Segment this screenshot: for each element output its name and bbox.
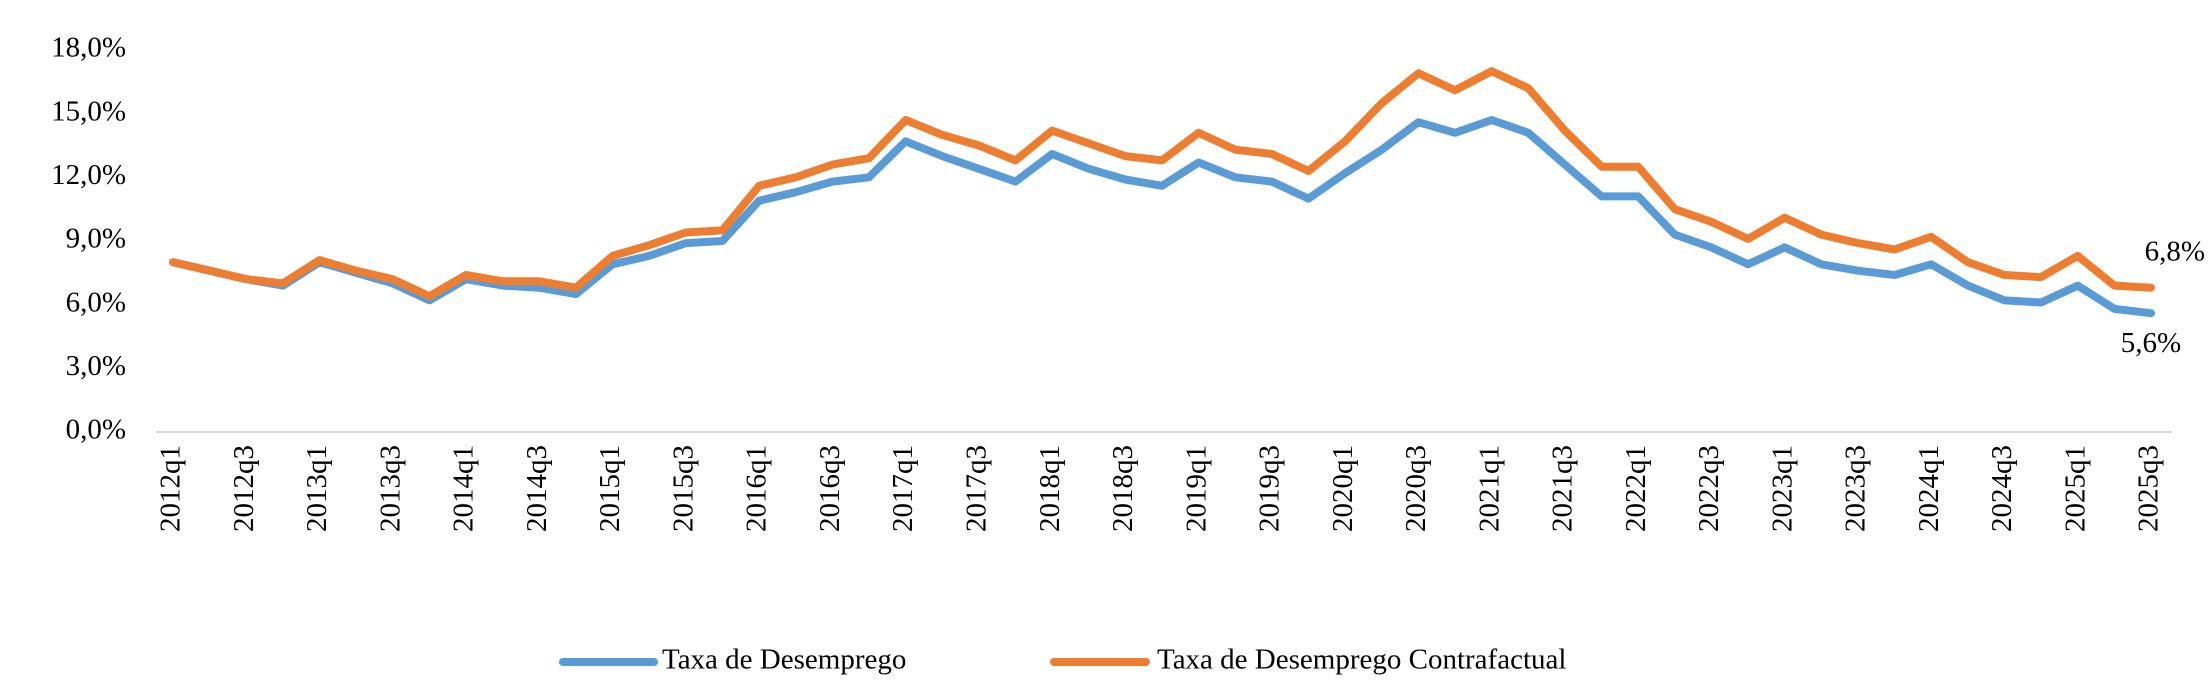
x-tick-label: 2025q3: [2133, 445, 2165, 532]
x-tick-label: 2020q1: [1327, 445, 1359, 532]
x-tick-label: 2022q3: [1693, 445, 1725, 532]
x-tick-label: 2020q3: [1400, 445, 1432, 532]
x-tick-label: 2016q1: [741, 445, 773, 532]
data-label: 6,8%: [2145, 235, 2205, 267]
x-tick-label: 2014q1: [448, 445, 480, 532]
x-tick-label: 2021q3: [1547, 445, 1579, 532]
x-tick-label: 2017q1: [887, 445, 919, 532]
x-tick-label: 2024q1: [1913, 445, 1945, 532]
x-tick-label: 2023q3: [1840, 445, 1872, 532]
x-tick-label: 2019q3: [1254, 445, 1286, 532]
y-tick-label: 9,0%: [66, 223, 126, 255]
x-tick-label: 2021q1: [1473, 445, 1505, 532]
y-tick-label: 6,0%: [66, 286, 126, 318]
data-label: 5,6%: [2121, 327, 2181, 359]
series-line: [169, 116, 2155, 318]
x-tick-label: 2016q3: [814, 445, 846, 532]
x-tick-label: 2023q1: [1766, 445, 1798, 532]
y-tick-label: 18,0%: [51, 32, 126, 64]
x-tick-label: 2024q3: [1986, 445, 2018, 532]
legend-label: Taxa de Desemprego: [662, 644, 906, 676]
x-tick-label: 2025q1: [2059, 445, 2091, 532]
x-tick-label: 2013q1: [301, 445, 333, 532]
x-tick-label: 2019q1: [1180, 445, 1212, 532]
x-tick-label: 2018q3: [1107, 445, 1139, 532]
x-tick-label: 2017q3: [961, 445, 993, 532]
legend-label: Taxa de Desemprego Contrafactual: [1157, 644, 1566, 676]
x-tick-label: 2015q3: [667, 445, 699, 532]
x-tick-label: 2014q3: [521, 445, 553, 532]
x-tick-label: 2012q1: [155, 445, 187, 532]
x-tick-label: 2018q1: [1034, 445, 1066, 532]
x-tick-label: 2015q1: [594, 445, 626, 532]
x-tick-label: 2012q3: [228, 445, 260, 532]
y-tick-label: 0,0%: [66, 414, 126, 446]
x-tick-label: 2022q1: [1620, 445, 1652, 532]
x-tick-label: 2013q3: [374, 445, 406, 532]
y-tick-label: 15,0%: [51, 95, 126, 127]
y-tick-label: 12,0%: [51, 159, 126, 191]
y-tick-label: 3,0%: [66, 350, 126, 382]
series-line: [169, 67, 2155, 301]
